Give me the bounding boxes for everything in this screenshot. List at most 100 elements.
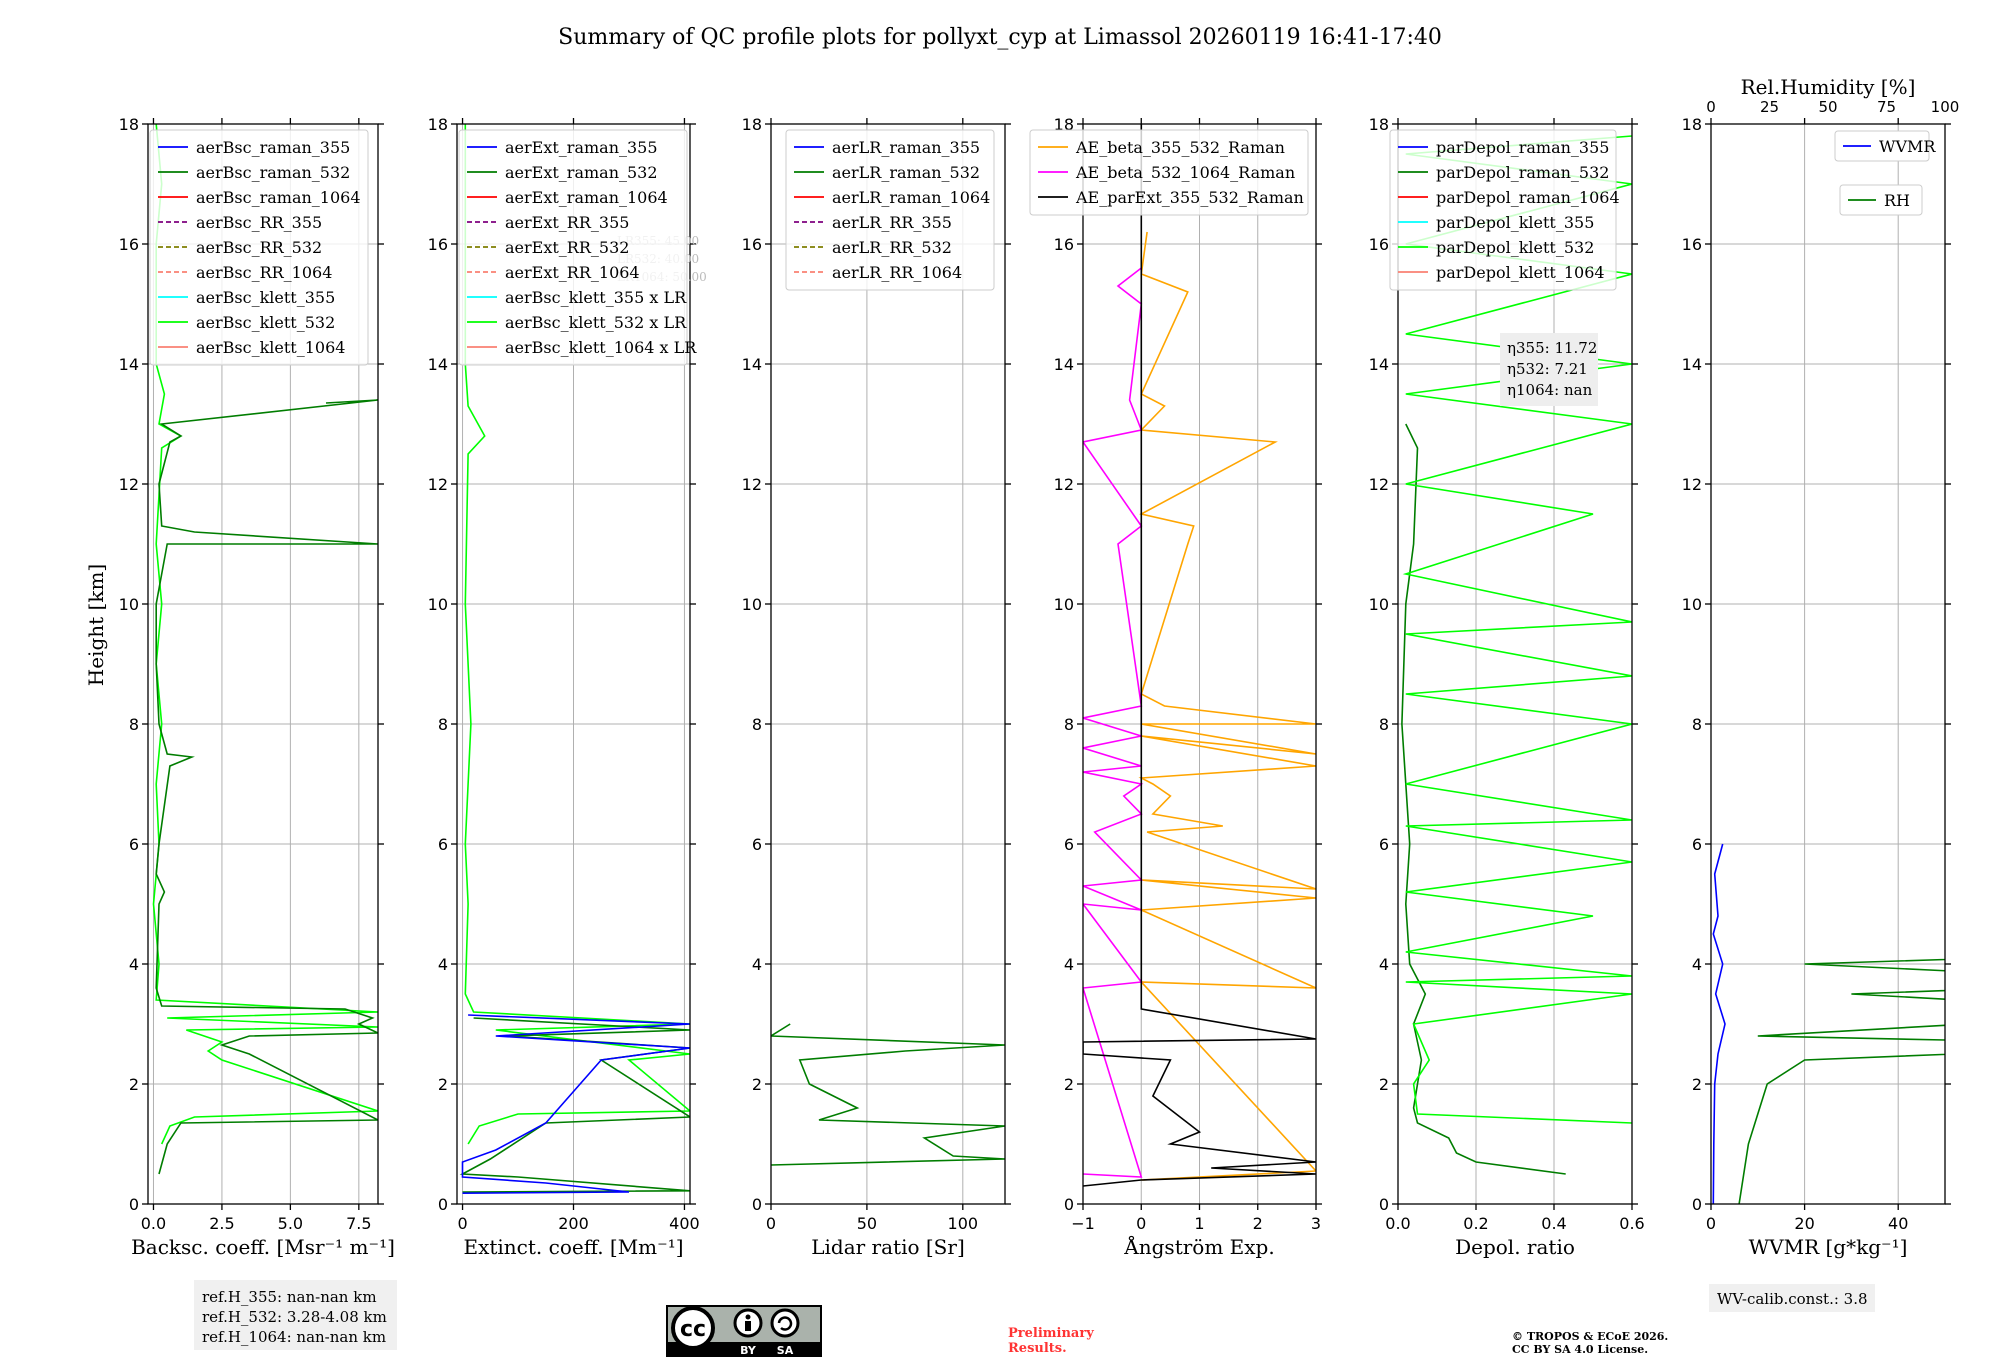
y-tick-label: 6 xyxy=(752,835,762,854)
legend-frame xyxy=(1839,184,1923,216)
legend-frame xyxy=(149,129,369,366)
y-tick-label: 4 xyxy=(1692,955,1702,974)
panel-lr: 0 2 4 6 8 10 12 14 16 18 0 50 100 Lidar ratio [Sr] aer… xyxy=(742,115,1011,1259)
legend-wv: WVMR RH xyxy=(1834,130,1936,216)
y-tick-label: 0 xyxy=(1692,1195,1702,1214)
x-tick-label: 5.0 xyxy=(278,1214,303,1233)
y-tick-label: 10 xyxy=(119,595,139,614)
x-tick-label: 0 xyxy=(766,1214,776,1233)
by-label: BY xyxy=(740,1344,757,1357)
legend-label: parDepol_raman_355 xyxy=(1436,138,1609,157)
legend-label: parDepol_klett_1064 xyxy=(1436,263,1605,282)
x-tick-label: 2 xyxy=(1253,1214,1263,1233)
panel-depol: 0 2 4 6 8 10 12 14 16 18 0.0 0.2 0.4 0.6 Depol. ratio p… xyxy=(1369,115,1645,1259)
y-tick-label: 14 xyxy=(119,355,139,374)
y-tick-label: 14 xyxy=(742,355,762,374)
axes-frame xyxy=(147,123,379,1205)
legend-frame xyxy=(1834,130,1930,162)
y-tick-label: 6 xyxy=(1064,835,1074,854)
y-tick-label: 18 xyxy=(119,115,139,134)
axes-frame xyxy=(770,123,1006,1205)
x-tick-label: 100 xyxy=(948,1214,979,1233)
series-aerBsc_klett_532 x LR xyxy=(464,124,690,1145)
y-tick-label: 10 xyxy=(742,595,762,614)
legend-label: aerExt_RR_355 xyxy=(505,213,629,232)
x-tick-label: 400 xyxy=(669,1214,700,1233)
y-tick-label: 10 xyxy=(1054,595,1074,614)
wv-calib-text: WV-calib.const.: 3.8 xyxy=(1717,1290,1868,1308)
figure-title: Summary of QC profile plots for pollyxt_… xyxy=(558,25,1442,50)
y-tick-label: 8 xyxy=(129,715,139,734)
legend-label: aerBsc_klett_532 xyxy=(196,313,335,332)
y-tick-label: 2 xyxy=(1379,1075,1389,1094)
x-tick-label: 0 xyxy=(1706,1214,1716,1233)
x-tick-label: 7.5 xyxy=(346,1214,371,1233)
x-tick-label: 0.6 xyxy=(1619,1214,1644,1233)
y-tick-label: 4 xyxy=(1379,955,1389,974)
y-tick-label: 10 xyxy=(1369,595,1389,614)
sa-label: SA xyxy=(777,1344,794,1357)
wv-calib-box: WV-calib.const.: 3.8 xyxy=(1709,1284,1875,1312)
y-tick-label: 0 xyxy=(1064,1195,1074,1214)
legend-label: aerLR_RR_532 xyxy=(832,238,952,257)
legend-depol: parDepol_raman_355 parDepol_raman_532 parD… xyxy=(1389,129,1620,291)
x-top-tick-label: 100 xyxy=(1931,98,1960,116)
ref-height-532: ref.H_532: 3.28-4.08 km xyxy=(202,1308,387,1326)
y-tick-label: 2 xyxy=(438,1075,448,1094)
x-tick-label: 50 xyxy=(857,1214,877,1233)
x-top-tick-label: 75 xyxy=(1877,98,1896,116)
y-tick-label: 6 xyxy=(1379,835,1389,854)
eta-355: η355: 11.72 xyxy=(1507,339,1597,357)
legend-frame xyxy=(1029,129,1309,216)
y-tick-label: 18 xyxy=(428,115,448,134)
x-axis-label: Backsc. coeff. [Msr⁻¹ m⁻¹] xyxy=(131,1235,395,1259)
legend-label: aerBsc_klett_532 x LR xyxy=(505,313,687,332)
legend-frame xyxy=(785,129,995,291)
legend-frame xyxy=(458,129,688,366)
x-tick-label: 0.2 xyxy=(1463,1214,1488,1233)
y-tick-label: 18 xyxy=(1369,115,1389,134)
y-tick-label: 16 xyxy=(1054,235,1074,254)
x-tick-label: −1 xyxy=(1071,1214,1095,1233)
ref-height-355: ref.H_355: nan-nan km xyxy=(202,1288,377,1306)
y-tick-label: 2 xyxy=(129,1075,139,1094)
series-AE_parExt_355_532_Raman xyxy=(1083,124,1316,1187)
x-tick-label: 200 xyxy=(558,1214,589,1233)
svg-text:cc: cc xyxy=(680,1317,706,1342)
series-aerBsc_raman_532 xyxy=(155,399,378,1175)
y-tick-label: 0 xyxy=(1379,1195,1389,1214)
y-tick-label: 10 xyxy=(428,595,448,614)
series-AE_beta_355_532_Raman xyxy=(1138,231,1316,1181)
legend-label: aerBsc_klett_355 x LR xyxy=(505,288,687,307)
y-tick-label: 16 xyxy=(1369,235,1389,254)
legend-label: aerBsc_RR_355 xyxy=(196,213,322,232)
legend-label: aerBsc_raman_355 xyxy=(196,138,350,157)
y-tick-label: 16 xyxy=(742,235,762,254)
legend-ext: aerExt_raman_355 aerExt_raman_532 aerExt_r… xyxy=(458,129,697,366)
y-tick-label: 4 xyxy=(129,955,139,974)
legend-label: aerLR_raman_1064 xyxy=(832,188,990,207)
x-tick-label: 20 xyxy=(1794,1214,1814,1233)
copyright-line-2: CC BY SA 4.0 License. xyxy=(1512,1343,1648,1356)
y-tick-label: 12 xyxy=(428,475,448,494)
y-tick-label: 14 xyxy=(1682,355,1702,374)
series-parDepol_klett_532 xyxy=(1402,135,1632,1124)
preliminary-line-2: Results. xyxy=(1008,1341,1067,1356)
eta-1064: η1064: nan xyxy=(1507,381,1593,399)
y-tick-label: 4 xyxy=(752,955,762,974)
legend-label: parDepol_klett_355 xyxy=(1436,213,1594,232)
legend-label: aerBsc_klett_1064 x LR xyxy=(505,338,697,357)
legend-frame xyxy=(1389,129,1617,291)
x-tick-label: 0 xyxy=(457,1214,467,1233)
x-tick-label: 40 xyxy=(1888,1214,1908,1233)
x-axis-label: Depol. ratio xyxy=(1455,1235,1575,1259)
x-tick-label: 0.0 xyxy=(141,1214,166,1233)
y-tick-label: 14 xyxy=(1369,355,1389,374)
cc-license-badge[interactable]: cc BY SA xyxy=(666,1305,822,1357)
y-tick-label: 12 xyxy=(742,475,762,494)
x-tick-label: 3 xyxy=(1311,1214,1321,1233)
legend-label: aerExt_raman_532 xyxy=(505,163,658,182)
